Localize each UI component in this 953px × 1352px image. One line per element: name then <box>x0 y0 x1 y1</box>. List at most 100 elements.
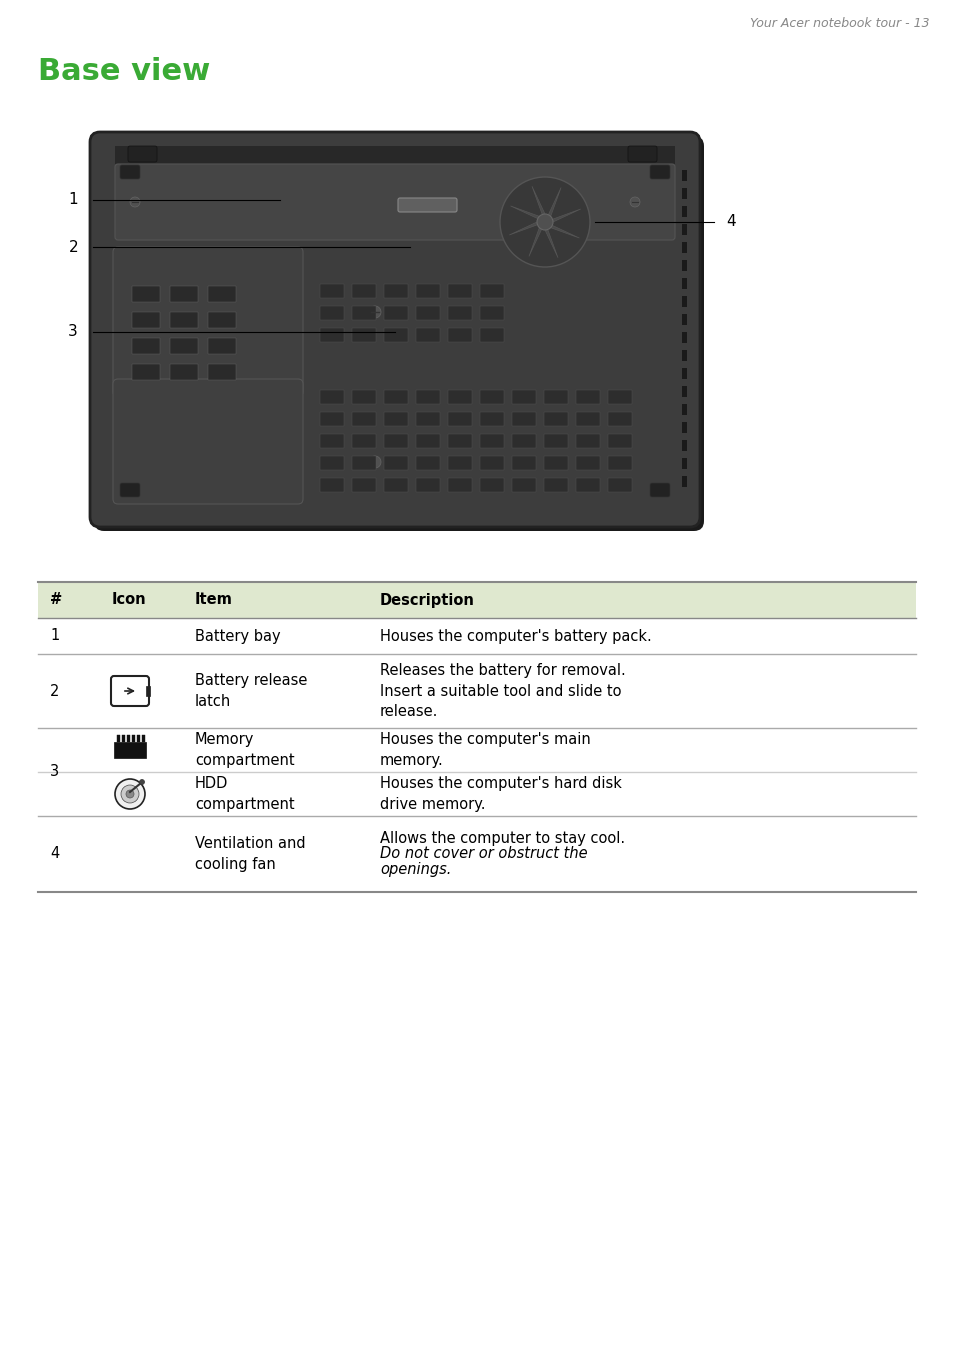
Bar <box>681 314 686 324</box>
FancyBboxPatch shape <box>115 164 675 241</box>
Bar <box>543 389 567 404</box>
Bar <box>681 350 686 361</box>
Text: Houses the computer's main
memory.: Houses the computer's main memory. <box>379 731 590 768</box>
Bar <box>512 456 536 470</box>
Bar <box>448 412 472 426</box>
Bar <box>448 479 472 492</box>
Text: Base view: Base view <box>38 57 210 87</box>
Bar <box>681 206 686 218</box>
Bar <box>319 479 344 492</box>
Bar <box>681 422 686 433</box>
Bar <box>512 389 536 404</box>
Polygon shape <box>510 206 544 222</box>
Bar <box>607 389 631 404</box>
Text: 3: 3 <box>69 324 78 339</box>
Bar <box>681 387 686 397</box>
Bar <box>113 742 146 758</box>
Polygon shape <box>509 222 544 235</box>
Circle shape <box>499 177 589 266</box>
Bar <box>479 389 503 404</box>
Text: Releases the battery for removal.
Insert a suitable tool and slide to
release.: Releases the battery for removal. Insert… <box>379 662 625 719</box>
Text: 1: 1 <box>50 629 59 644</box>
Bar <box>479 456 503 470</box>
Polygon shape <box>544 222 558 258</box>
Bar <box>416 434 439 448</box>
Bar <box>416 479 439 492</box>
Bar <box>384 306 408 320</box>
Bar <box>319 284 344 297</box>
Polygon shape <box>544 188 560 222</box>
FancyBboxPatch shape <box>397 197 456 212</box>
Text: Houses the computer's hard disk
drive memory.: Houses the computer's hard disk drive me… <box>379 776 621 813</box>
Bar <box>512 479 536 492</box>
Polygon shape <box>544 222 578 238</box>
Bar <box>681 242 686 253</box>
Text: HDD
compartment: HDD compartment <box>194 776 294 813</box>
Bar <box>319 329 344 342</box>
Bar <box>479 479 503 492</box>
FancyBboxPatch shape <box>111 676 149 706</box>
Bar <box>384 479 408 492</box>
Circle shape <box>121 786 139 803</box>
Bar <box>576 412 599 426</box>
Bar <box>352 456 375 470</box>
Bar <box>132 735 135 742</box>
Polygon shape <box>544 210 580 222</box>
Bar <box>681 279 686 289</box>
Polygon shape <box>532 187 544 222</box>
Bar <box>416 284 439 297</box>
Text: Allows the computer to stay cool.: Allows the computer to stay cool. <box>379 831 624 846</box>
Bar <box>352 479 375 492</box>
Bar <box>132 287 160 301</box>
FancyBboxPatch shape <box>120 483 140 498</box>
Bar <box>607 412 631 426</box>
Bar <box>38 581 915 618</box>
Bar <box>543 434 567 448</box>
FancyBboxPatch shape <box>112 247 303 397</box>
Bar <box>607 456 631 470</box>
Bar <box>352 306 375 320</box>
Bar <box>479 412 503 426</box>
Bar <box>208 287 235 301</box>
Bar <box>384 284 408 297</box>
Bar <box>384 329 408 342</box>
Bar <box>319 456 344 470</box>
Text: Do not cover or obstruct the: Do not cover or obstruct the <box>379 846 587 861</box>
Text: 1: 1 <box>69 192 78 207</box>
Bar <box>681 368 686 379</box>
Circle shape <box>369 456 380 468</box>
Bar <box>352 284 375 297</box>
Bar <box>319 412 344 426</box>
Bar <box>352 434 375 448</box>
Bar <box>681 458 686 469</box>
Bar <box>681 260 686 270</box>
Bar <box>170 338 198 354</box>
Bar <box>416 306 439 320</box>
Bar <box>319 389 344 404</box>
Bar <box>384 456 408 470</box>
Polygon shape <box>528 222 544 257</box>
Bar <box>576 389 599 404</box>
Bar <box>681 188 686 199</box>
Circle shape <box>537 214 553 230</box>
Text: openings.: openings. <box>379 863 451 877</box>
Bar <box>448 329 472 342</box>
FancyBboxPatch shape <box>649 483 669 498</box>
Bar <box>479 329 503 342</box>
Text: 2: 2 <box>50 684 59 699</box>
Bar <box>576 479 599 492</box>
Text: Your Acer notebook tour - 13: Your Acer notebook tour - 13 <box>750 18 929 30</box>
Bar <box>146 685 150 696</box>
Text: Icon: Icon <box>112 592 147 607</box>
Bar <box>208 312 235 329</box>
Bar <box>607 434 631 448</box>
Bar <box>132 338 160 354</box>
FancyBboxPatch shape <box>112 379 303 504</box>
Text: 3: 3 <box>50 764 59 780</box>
FancyBboxPatch shape <box>627 146 657 162</box>
Bar <box>681 476 686 487</box>
Circle shape <box>139 780 144 784</box>
Bar <box>416 456 439 470</box>
Bar <box>448 434 472 448</box>
Text: #: # <box>50 592 62 607</box>
